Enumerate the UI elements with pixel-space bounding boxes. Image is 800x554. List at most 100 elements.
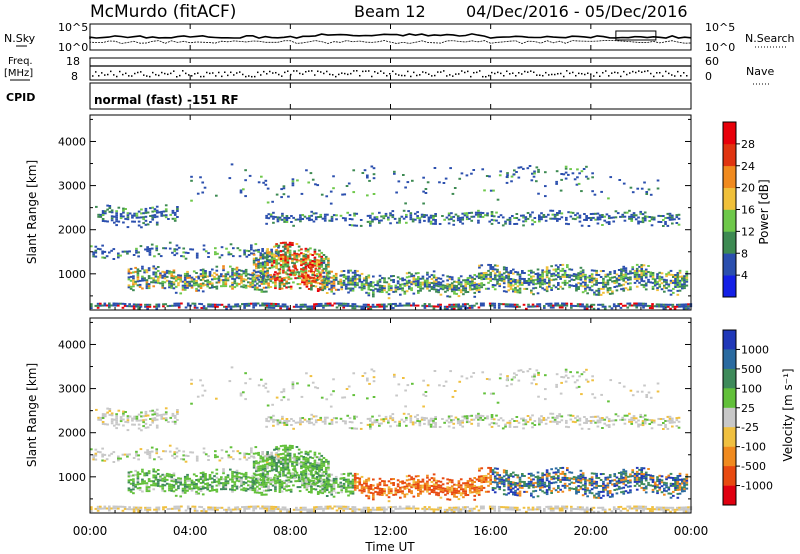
- power-cell: [450, 288, 454, 291]
- velocity-cell: [204, 477, 207, 479]
- power-cell: [593, 283, 596, 286]
- power-cell: [334, 276, 338, 279]
- power-cell: [216, 303, 219, 306]
- power-cell: [285, 286, 288, 289]
- power-cell: [516, 305, 519, 308]
- velocity-cell: [259, 467, 263, 470]
- power-cell: [672, 276, 675, 278]
- velocity-cell: [110, 418, 114, 421]
- power-cell: [310, 214, 314, 217]
- power-cell: [369, 222, 372, 225]
- power-cell: [193, 302, 197, 305]
- velocity-cell: [473, 507, 476, 510]
- power-cell: [572, 275, 576, 278]
- power-cell: [341, 193, 344, 196]
- power-cell: [493, 268, 497, 271]
- power-cell: [302, 276, 306, 279]
- velocity-cell: [258, 483, 261, 486]
- velocity-cell: [173, 422, 177, 425]
- power-cell: [560, 173, 563, 175]
- power-cell: [137, 307, 140, 310]
- power-cell: [201, 278, 205, 281]
- velocity-cell: [307, 483, 311, 486]
- power-cell: [387, 285, 391, 288]
- velocity-cell: [236, 506, 240, 509]
- power-cell: [307, 288, 311, 290]
- power-cell: [365, 275, 368, 278]
- velocity-cell: [289, 488, 293, 491]
- power-cell: [280, 287, 284, 290]
- nave-dot: [608, 75, 610, 77]
- power-cell: [662, 305, 666, 308]
- velocity-cell: [310, 485, 313, 488]
- power-cell: [215, 285, 219, 288]
- velocity-cell: [273, 458, 276, 461]
- power-cell: [590, 285, 594, 288]
- power-cell: [446, 295, 449, 298]
- power-cell: [383, 303, 386, 306]
- velocity-cell: [229, 446, 233, 449]
- power-cell: [671, 218, 674, 221]
- velocity-cell: [174, 478, 178, 481]
- power-cell: [473, 287, 477, 290]
- power-cell: [610, 307, 614, 310]
- power-cell: [369, 282, 373, 285]
- velocity-cell: [331, 507, 334, 510]
- velocity-cell: [202, 451, 206, 454]
- power-cell: [389, 303, 393, 306]
- velocity-cell: [337, 483, 340, 486]
- velocity-cell: [302, 471, 306, 474]
- noise-box: [615, 30, 657, 41]
- power-cell: [324, 263, 328, 266]
- power-cell: [126, 250, 129, 253]
- power-cell: [253, 280, 257, 283]
- power-cell: [446, 305, 449, 308]
- power-cell: [242, 286, 246, 289]
- nave-dot: [203, 75, 205, 78]
- power-cell: [502, 272, 506, 275]
- power-cell: [477, 213, 480, 216]
- power-cell: [261, 253, 265, 256]
- velocity-cell: [282, 472, 285, 475]
- velocity-cell: [176, 419, 179, 421]
- power-cell: [444, 286, 447, 289]
- nave-dot: [368, 70, 370, 72]
- power-cell: [204, 280, 207, 282]
- power-cell: [499, 170, 503, 173]
- power-cell: [280, 196, 283, 199]
- power-cell: [201, 284, 205, 287]
- velocity-cell: [293, 461, 296, 464]
- power-cell: [214, 247, 217, 250]
- power-cell: [181, 280, 185, 283]
- power-cell: [463, 212, 467, 215]
- power-cell: [326, 304, 330, 307]
- power-cell: [335, 214, 338, 217]
- power-cell: [115, 216, 118, 219]
- power-cell: [432, 280, 436, 283]
- velocity-cell: [126, 421, 130, 424]
- power-cell: [329, 190, 333, 193]
- power-cell: [201, 272, 205, 275]
- power-cell: [511, 303, 515, 306]
- power-cell: [310, 270, 313, 273]
- power-cell: [525, 287, 529, 290]
- velocity-cell: [279, 510, 282, 513]
- power-cell: [581, 305, 584, 308]
- power-cell: [257, 258, 260, 261]
- power-cell: [642, 304, 645, 307]
- velocity-cell: [279, 445, 283, 448]
- velocity-cell: [310, 487, 313, 490]
- velocity-cell: [295, 455, 299, 458]
- velocity-cell: [186, 485, 189, 488]
- velocity-cell: [139, 506, 143, 509]
- power-cell: [484, 273, 488, 276]
- power-cell: [635, 302, 639, 305]
- power-cell: [412, 276, 416, 279]
- power-cell: [581, 273, 585, 276]
- power-cell: [308, 219, 311, 222]
- power-cell: [303, 283, 307, 286]
- power-cell: [525, 280, 529, 282]
- power-cell: [264, 179, 268, 182]
- velocity-cell: [113, 424, 116, 427]
- power-cell: [276, 218, 280, 221]
